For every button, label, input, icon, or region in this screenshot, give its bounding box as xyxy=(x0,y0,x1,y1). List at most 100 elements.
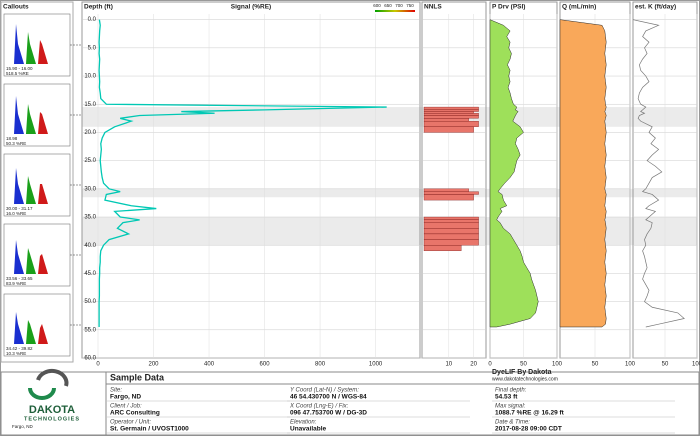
spectrum-peak xyxy=(38,324,48,344)
x-tick-label: 0 xyxy=(96,362,100,368)
nnls-bar xyxy=(423,191,479,195)
x-tick-label: 0 xyxy=(488,362,492,368)
field-value: 46 54.430700 N / WGS-84 xyxy=(290,394,367,401)
field-value: 1088.7 %RE @ 16.29 ft xyxy=(495,410,565,417)
nnls-bar xyxy=(423,109,479,112)
x-tick-label: 50 xyxy=(662,362,669,368)
y-tick-label: 55.0 xyxy=(84,327,96,333)
y-tick-label: 35.0 xyxy=(84,215,96,221)
nnls-bar xyxy=(423,118,469,122)
spectrum-peak xyxy=(26,176,36,204)
callout-column xyxy=(0,1,74,363)
x-tick-label: 100 xyxy=(692,362,700,368)
field-label: Operator / Unit: xyxy=(110,420,151,426)
x-tick-label: 200 xyxy=(149,362,160,368)
callout-box xyxy=(3,293,71,357)
y-tick-label: 20.0 xyxy=(84,130,96,136)
panel-title: Q (mL/min) xyxy=(562,4,596,11)
callout-signal: 10.3 %RE xyxy=(6,351,26,356)
callout-depth: 15.90 - 16.00 xyxy=(6,66,33,71)
field-value: 2017-08-28 09:00 CDT xyxy=(495,426,562,433)
wavelength-label: 650 xyxy=(384,3,392,8)
logo-city: Fargo, ND xyxy=(12,424,34,429)
field-label: Final depth: xyxy=(495,388,527,394)
field-value: Unavailable xyxy=(290,426,327,433)
wavelength-label: 750 xyxy=(406,3,414,8)
logo-mark xyxy=(36,368,69,387)
logo-mark xyxy=(28,387,56,400)
y-tick-label: 60.0 xyxy=(84,356,96,362)
y-tick-label: 10.0 xyxy=(84,74,96,80)
nnls-bar xyxy=(423,216,479,220)
nnls-bar xyxy=(423,233,479,240)
field-value: St. Germain / UVOST1000 xyxy=(110,426,189,433)
field-label: Site: xyxy=(110,388,122,394)
depth-label: Depth (ft) xyxy=(84,4,113,11)
x-tick-label: 20 xyxy=(470,362,477,368)
spectrum-peak xyxy=(14,312,24,344)
x-tick-label: 10 xyxy=(445,362,452,368)
callout-signal: 518.5 %RE xyxy=(6,71,29,76)
y-tick-label: 25.0 xyxy=(84,158,96,164)
nnls-bar xyxy=(423,126,474,133)
nnls-bar xyxy=(423,106,479,111)
field-value: 096 47.753700 W / DG-3D xyxy=(290,410,367,417)
spectrum-peak xyxy=(14,24,24,64)
y-tick-label: 0.0 xyxy=(88,17,97,23)
y-tick-label: 30.0 xyxy=(84,186,96,192)
nnls-bar xyxy=(423,113,479,116)
logo-text: DAKOTA xyxy=(29,404,75,416)
signal-line xyxy=(98,19,387,327)
nnls-bar xyxy=(423,194,474,201)
field-label: Y Coord (Lat-N) / System: xyxy=(290,388,359,394)
x-tick-label: 100 xyxy=(552,362,563,368)
spectrum-peak xyxy=(26,104,36,134)
spectrum-peak xyxy=(14,240,24,274)
x-tick-label: 600 xyxy=(260,362,271,368)
field-value: ARC Consulting xyxy=(110,410,160,417)
spectrum-peak xyxy=(38,254,48,274)
field-label: X Coord (Lng-E) / Fix: xyxy=(289,404,349,410)
logo: DAKOTA TECHNOLOGIES Fargo, ND xyxy=(12,368,79,429)
panel-title: NNLS xyxy=(424,4,442,11)
panel-title: est. K (ft/day) xyxy=(635,4,676,11)
wavelength-bar xyxy=(375,10,415,12)
callout-depth: 18.98 xyxy=(6,136,18,141)
y-tick-label: 40.0 xyxy=(84,243,96,249)
spectrum-peak xyxy=(38,112,48,134)
wavelength-label: 700 xyxy=(395,3,403,8)
field-label: Client / Job: xyxy=(110,404,142,410)
brand: DyeLIF By Dakota xyxy=(492,369,552,376)
nnls-bar xyxy=(423,222,479,229)
x-tick-label: 800 xyxy=(315,362,326,368)
spectrum-peak xyxy=(26,320,36,344)
callout-box xyxy=(3,223,71,287)
spectrum-peak xyxy=(26,248,36,274)
callout-box xyxy=(3,153,71,217)
spectrum-peak xyxy=(26,32,36,64)
nnls-bar xyxy=(423,120,479,127)
url: www.dakotatechnologies.com xyxy=(492,376,558,382)
callout-signal: 16.0 %RE xyxy=(6,211,26,216)
callout-signal: 50.3 %RE xyxy=(6,141,26,146)
nnls-bar xyxy=(423,245,462,252)
x-tick-label: 1000 xyxy=(369,362,383,368)
field-value: 54.53 ft xyxy=(495,394,518,401)
spectrum-peak xyxy=(38,40,48,64)
footer xyxy=(0,371,700,436)
nnls-bar xyxy=(423,111,474,114)
nnls-bar xyxy=(423,228,479,235)
y-tick-label: 15.0 xyxy=(84,102,96,108)
field-label: Max signal: xyxy=(495,404,526,410)
y-tick-label: 50.0 xyxy=(84,299,96,305)
nnls-bar xyxy=(423,239,479,246)
x-tick-label: 50 xyxy=(520,362,527,368)
nnls-bar xyxy=(423,188,469,192)
depth-band xyxy=(82,188,697,198)
spectrum-peak xyxy=(14,168,24,204)
nnls-bar xyxy=(423,219,479,223)
